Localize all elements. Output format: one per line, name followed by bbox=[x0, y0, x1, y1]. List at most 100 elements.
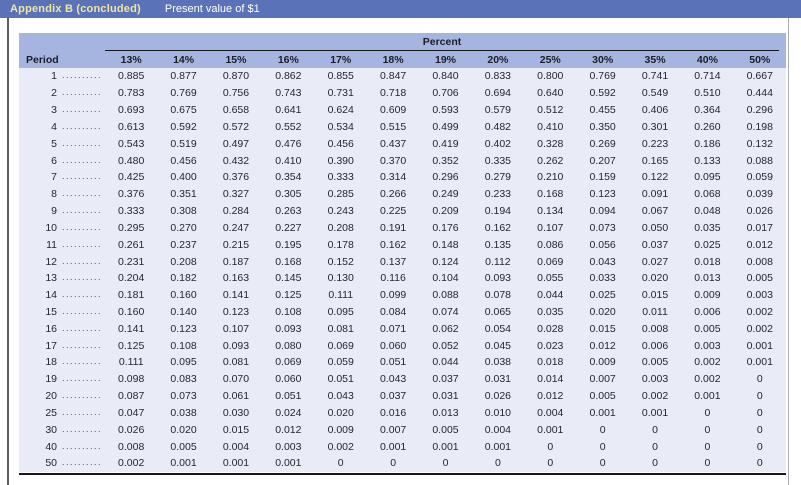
value-cell: 0.004 bbox=[484, 423, 512, 436]
period-number: 8 bbox=[51, 188, 57, 201]
period-cell: 9.......................................… bbox=[19, 205, 105, 217]
value-cell: 0.296 bbox=[432, 171, 459, 184]
rate-column-header: 15% bbox=[225, 53, 247, 66]
value-cell: 0.233 bbox=[484, 188, 512, 201]
value-cell: 0.432 bbox=[222, 154, 250, 167]
period-cell: 18......................................… bbox=[19, 356, 105, 368]
value-cell: 0.012 bbox=[589, 339, 616, 352]
value-cell: 0.078 bbox=[484, 289, 512, 302]
value-cell: 0.060 bbox=[275, 373, 302, 386]
period-number: 5 bbox=[51, 137, 57, 150]
value-cell: 0.044 bbox=[432, 356, 459, 369]
period-cell: 3.......................................… bbox=[19, 104, 105, 116]
value-cell: 0.140 bbox=[170, 306, 197, 318]
value-cell: 0.050 bbox=[641, 221, 669, 234]
value-cell: 0.152 bbox=[327, 255, 354, 268]
value-cell: 0.480 bbox=[118, 154, 145, 167]
period-number: 3 bbox=[51, 104, 57, 117]
value-cell: 0.002 bbox=[641, 390, 669, 403]
value-cell: 0.035 bbox=[694, 221, 721, 234]
value-cell: 0.124 bbox=[432, 255, 459, 268]
dot-leader: ........................................… bbox=[62, 306, 101, 316]
value-cell: 0 bbox=[756, 373, 763, 386]
value-cell: 0.181 bbox=[118, 289, 145, 302]
table-subtitle: Present value of $1 bbox=[164, 3, 260, 15]
value-cell: 0.014 bbox=[537, 373, 564, 386]
value-cell: 0.519 bbox=[170, 137, 197, 150]
value-cell: 0.108 bbox=[170, 339, 197, 352]
value-cell: 0.038 bbox=[484, 356, 512, 369]
value-cell: 0.056 bbox=[589, 238, 616, 251]
percent-underline bbox=[105, 50, 779, 51]
value-cell: 0.223 bbox=[641, 137, 669, 150]
value-cell: 0.005 bbox=[694, 322, 721, 335]
value-cell: 0.141 bbox=[222, 289, 250, 302]
period-number: 1 bbox=[51, 70, 57, 83]
value-cell: 0.001 bbox=[484, 440, 512, 453]
rate-column-header: 50% bbox=[749, 53, 771, 66]
value-cell: 0.168 bbox=[275, 255, 302, 268]
table-row: 20......................................… bbox=[19, 388, 786, 405]
rate-column-header: 14% bbox=[173, 53, 195, 66]
value-cell: 0.269 bbox=[589, 137, 616, 150]
value-cell: 0 bbox=[337, 457, 344, 470]
value-cell: 0.714 bbox=[694, 70, 721, 83]
value-cell: 0.549 bbox=[641, 87, 669, 100]
value-cell: 0.693 bbox=[118, 104, 145, 117]
dot-leader: ........................................… bbox=[62, 322, 101, 333]
value-cell: 0.455 bbox=[589, 104, 616, 117]
period-number: 11 bbox=[46, 238, 57, 251]
value-cell: 0.354 bbox=[275, 171, 302, 184]
value-cell: 0.572 bbox=[222, 120, 250, 133]
period-number: 14 bbox=[45, 289, 57, 302]
value-cell: 0.025 bbox=[589, 289, 616, 302]
value-cell: 0.308 bbox=[170, 205, 197, 218]
dot-leader: ........................................… bbox=[62, 272, 101, 283]
value-cell: 0.263 bbox=[275, 205, 302, 218]
period-number: 40 bbox=[45, 440, 57, 453]
value-cell: 0.208 bbox=[327, 221, 354, 234]
value-cell: 0.456 bbox=[327, 137, 354, 150]
value-cell: 0.706 bbox=[432, 87, 459, 100]
value-cell: 0.133 bbox=[694, 154, 721, 167]
value-cell: 0.204 bbox=[118, 272, 145, 285]
value-cell: 0.037 bbox=[432, 373, 459, 386]
value-cell: 0.400 bbox=[170, 171, 197, 184]
dot-leader: ........................................… bbox=[62, 87, 101, 98]
value-cell: 0.855 bbox=[327, 70, 354, 83]
period-cell: 50......................................… bbox=[19, 457, 105, 469]
value-cell: 0.107 bbox=[537, 221, 564, 234]
value-cell: 0.001 bbox=[537, 423, 564, 436]
period-number: 13 bbox=[45, 272, 57, 285]
value-cell: 0.231 bbox=[118, 255, 145, 268]
value-cell: 0 bbox=[704, 406, 711, 419]
period-cell: 25......................................… bbox=[19, 407, 105, 419]
value-cell: 0.002 bbox=[746, 322, 773, 335]
value-cell: 0.006 bbox=[694, 306, 721, 318]
value-cell: 0.002 bbox=[694, 356, 721, 369]
rate-column-header: 18% bbox=[382, 53, 404, 66]
rate-column-header: 17% bbox=[330, 53, 352, 66]
period-cell: 16......................................… bbox=[19, 323, 105, 335]
value-cell: 0.093 bbox=[275, 322, 302, 335]
value-cell: 0.002 bbox=[694, 373, 721, 386]
value-cell: 0.073 bbox=[589, 221, 616, 234]
dot-leader: ........................................… bbox=[62, 356, 101, 367]
value-cell: 0.051 bbox=[275, 390, 302, 403]
value-cell: 0.093 bbox=[222, 339, 250, 352]
value-cell: 0.005 bbox=[589, 390, 616, 403]
period-number: 6 bbox=[51, 154, 57, 167]
rate-column-header: 13% bbox=[120, 53, 142, 66]
value-cell: 0.027 bbox=[641, 255, 669, 268]
value-cell: 0.769 bbox=[170, 87, 197, 100]
value-cell: 0.002 bbox=[746, 306, 773, 318]
value-cell: 0.609 bbox=[379, 104, 407, 117]
dot-leader: ........................................… bbox=[62, 154, 101, 165]
value-cell: 0.741 bbox=[641, 70, 669, 83]
value-cell: 0.005 bbox=[170, 440, 197, 453]
dot-leader: ........................................… bbox=[62, 457, 101, 468]
value-cell: 0.260 bbox=[694, 120, 721, 133]
value-cell: 0.009 bbox=[327, 423, 354, 436]
value-cell: 0.004 bbox=[222, 440, 250, 453]
